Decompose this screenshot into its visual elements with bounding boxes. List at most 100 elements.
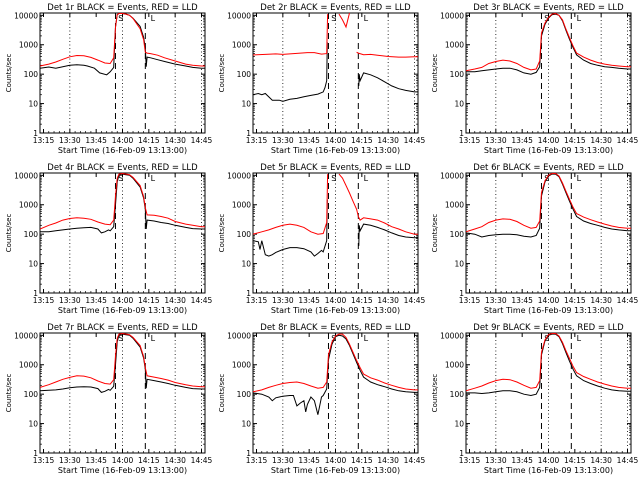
- y-tick-label: 100: [237, 70, 252, 79]
- panel-title: Det 1r BLACK = Events, RED = LLD: [47, 3, 198, 13]
- x-tick-label: 13:30: [485, 136, 507, 145]
- y-tick-label: 10000: [440, 171, 464, 180]
- x-tick-label: 13:45: [298, 296, 320, 305]
- y-tick-label: 10000: [14, 331, 38, 340]
- panel-title: Det 8r BLACK = Events, RED = LLD: [260, 323, 411, 333]
- x-tick-label: 13:30: [272, 136, 294, 145]
- x-tick-label: 13:15: [33, 296, 55, 305]
- x-tick-label: 14:15: [138, 136, 160, 145]
- x-tick-label: 14:15: [564, 456, 586, 465]
- x-tick-label: 13:15: [246, 136, 268, 145]
- y-tick-label: 10: [454, 420, 464, 429]
- x-axis-label: Start Time (16-Feb-09 13:13:00): [58, 306, 187, 315]
- x-tick-label: 13:45: [298, 456, 320, 465]
- flag-l-label: L: [364, 14, 369, 23]
- x-tick-label: 14:15: [564, 296, 586, 305]
- panel-title: Det 6r BLACK = Events, RED = LLD: [473, 163, 624, 173]
- y-tick-label: 10: [241, 420, 251, 429]
- y-tick-label: 1: [246, 289, 251, 298]
- events-series-line: [466, 13, 631, 75]
- y-tick-label: 1000: [232, 41, 251, 50]
- panel-title: Det 9r BLACK = Events, RED = LLD: [473, 323, 624, 333]
- y-tick-label: 1000: [445, 201, 464, 210]
- lld-series-line: [356, 51, 418, 58]
- y-tick-label: 1: [246, 129, 251, 138]
- x-tick-label: 14:45: [404, 296, 426, 305]
- y-tick-label: 10000: [227, 171, 251, 180]
- x-tick-label: 13:15: [459, 456, 481, 465]
- events-series-line: [466, 333, 631, 397]
- flag-l-label: L: [364, 174, 369, 183]
- flag-l-label: L: [577, 14, 582, 23]
- panel-title: Det 3r BLACK = Events, RED = LLD: [473, 3, 624, 13]
- x-tick-label: 14:15: [138, 296, 160, 305]
- x-tick-label: 14:45: [191, 136, 213, 145]
- x-axis-label: Start Time (16-Feb-09 13:13:00): [271, 466, 400, 475]
- flag-s-label: S: [331, 14, 336, 23]
- x-tick-label: 13:45: [298, 136, 320, 145]
- y-tick-label: 10000: [14, 171, 38, 180]
- x-tick-label: 14:45: [404, 136, 426, 145]
- x-tick-label: 14:45: [404, 456, 426, 465]
- lld-series-line: [466, 173, 631, 233]
- events-series-line: [253, 334, 418, 415]
- x-tick-label: 14:00: [538, 296, 560, 305]
- flag-s-label: S: [118, 334, 123, 343]
- flag-s-label: S: [118, 14, 123, 23]
- y-tick-label: 10000: [14, 11, 38, 20]
- events-series-line: [40, 333, 205, 393]
- y-axis-label: Counts/sec: [5, 214, 13, 253]
- x-tick-label: 14:45: [617, 296, 639, 305]
- x-axis-label: Start Time (16-Feb-09 13:13:00): [58, 466, 187, 475]
- x-tick-label: 13:15: [459, 136, 481, 145]
- x-axis-label: Start Time (16-Feb-09 13:13:00): [271, 306, 400, 315]
- y-tick-label: 1000: [232, 201, 251, 210]
- x-tick-label: 13:15: [459, 296, 481, 305]
- lld-series-line: [253, 174, 329, 235]
- panel-title: Det 7r BLACK = Events, RED = LLD: [47, 323, 198, 333]
- y-tick-label: 10000: [440, 11, 464, 20]
- x-tick-label: 14:00: [325, 136, 347, 145]
- y-tick-label: 1000: [232, 361, 251, 370]
- y-tick-label: 10: [241, 260, 251, 269]
- y-tick-label: 1: [33, 129, 38, 138]
- events-series-line: [253, 199, 328, 257]
- y-tick-label: 1: [33, 289, 38, 298]
- events-series-line: [40, 173, 205, 234]
- lld-series-line: [338, 13, 350, 29]
- y-tick-label: 100: [24, 230, 39, 239]
- x-tick-label: 13:15: [33, 456, 55, 465]
- x-tick-label: 14:00: [112, 136, 134, 145]
- x-tick-label: 13:45: [85, 296, 107, 305]
- x-tick-label: 14:30: [590, 456, 612, 465]
- y-axis-label: Counts/sec: [431, 214, 439, 253]
- y-tick-label: 10: [454, 100, 464, 109]
- flag-l-label: L: [151, 334, 156, 343]
- x-axis-label: Start Time (16-Feb-09 13:13:00): [484, 146, 613, 155]
- x-tick-label: 13:30: [485, 296, 507, 305]
- panel-title: Det 5r BLACK = Events, RED = LLD: [260, 163, 411, 173]
- x-axis-label: Start Time (16-Feb-09 13:13:00): [484, 306, 613, 315]
- lld-series-line: [253, 333, 418, 393]
- y-tick-label: 1000: [19, 361, 38, 370]
- y-axis-label: Counts/sec: [5, 54, 13, 93]
- lld-series-line: [253, 14, 329, 56]
- flag-s-label: S: [118, 174, 123, 183]
- y-tick-label: 10000: [227, 11, 251, 20]
- y-tick-label: 1000: [445, 361, 464, 370]
- x-axis-label: Start Time (16-Feb-09 13:13:00): [484, 466, 613, 475]
- x-tick-label: 14:30: [590, 136, 612, 145]
- x-tick-label: 13:30: [485, 456, 507, 465]
- x-tick-label: 13:45: [511, 456, 533, 465]
- x-tick-label: 14:15: [351, 296, 373, 305]
- x-tick-label: 14:30: [164, 136, 186, 145]
- y-tick-label: 100: [450, 70, 465, 79]
- events-series-line: [358, 223, 418, 246]
